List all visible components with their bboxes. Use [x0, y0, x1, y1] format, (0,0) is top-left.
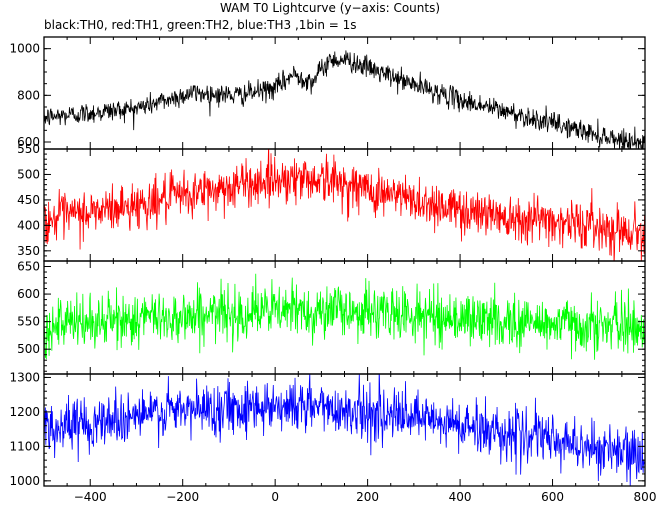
y-tick-label: 1000: [9, 42, 40, 56]
x-tick-label: 800: [634, 490, 657, 504]
chart-title: WAM T0 Lightcurve (y−axis: Counts): [220, 1, 440, 15]
x-tick-label: 0: [271, 490, 279, 504]
y-tick-label: 650: [17, 260, 40, 274]
x-tick-label: 600: [541, 490, 564, 504]
y-tick-label: 1100: [9, 439, 40, 453]
chart-subtitle: black:TH0, red:TH1, green:TH2, blue:TH3 …: [44, 18, 357, 32]
panel-th3: 1000 1100 1200 1300: [9, 370, 646, 488]
series-line-th2: [44, 273, 645, 360]
panel-th1: 350 400 450 500 550: [17, 142, 646, 262]
panel-th2: 500 550 600 650: [17, 260, 646, 375]
series-line-th1: [44, 149, 645, 261]
series-line-th0: [44, 50, 645, 149]
y-tick-label: 1000: [9, 474, 40, 488]
y-tick-label: 350: [17, 244, 40, 258]
panel-th0: 600 800 1000: [9, 36, 646, 150]
y-tick-label: 1200: [9, 405, 40, 419]
x-tick-label: −200: [166, 490, 199, 504]
panel-frame: [43, 373, 646, 487]
y-tick-label: 600: [17, 135, 40, 149]
y-tick-label: 550: [17, 142, 40, 156]
panel-frame: [43, 36, 646, 150]
y-tick-label: 550: [17, 315, 40, 329]
y-tick-label: 400: [17, 218, 40, 232]
x-tick-label: 200: [356, 490, 379, 504]
y-tick-label: 450: [17, 193, 40, 207]
x-tick-label: 400: [449, 490, 472, 504]
y-tick-label: 800: [17, 88, 40, 102]
x-tick-label: −400: [74, 490, 107, 504]
series-line-th3: [44, 374, 645, 486]
y-tick-label: 600: [17, 287, 40, 301]
y-tick-label: 500: [17, 342, 40, 356]
y-tick-label: 1300: [9, 370, 40, 384]
y-tick-label: 500: [17, 167, 40, 181]
